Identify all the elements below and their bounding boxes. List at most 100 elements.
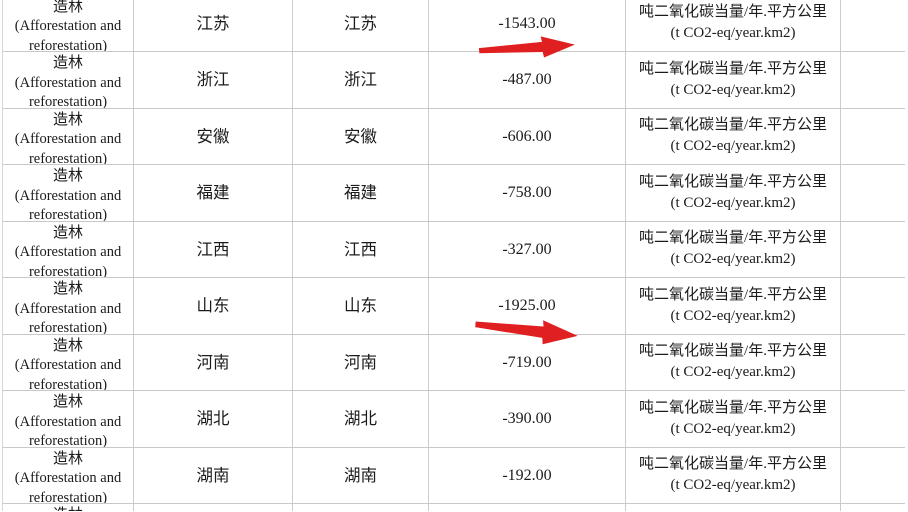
text-line: reforestation) bbox=[28, 207, 108, 221]
unit-cell: 吨二氧化碳当量/年.平方公里 (t CO2-eq/year.km2) bbox=[626, 221, 841, 277]
table-row: 造林 (Afforestation and reforestation) 安徽 安徽 -6… bbox=[3, 108, 905, 165]
province-cell: 河南 bbox=[134, 334, 293, 390]
text-line: reforestation) bbox=[28, 433, 108, 447]
text-line: 湖北 bbox=[196, 409, 230, 428]
unit-cell: 吨二氧化碳当量/年.平方公里(t CO2-eq/year.km2) bbox=[626, 108, 841, 164]
value-cell: -327.00 bbox=[429, 221, 626, 277]
text-line: (Afforestation and bbox=[14, 470, 122, 486]
text-line: reforestation) bbox=[28, 263, 108, 278]
text-line: (Afforestation and bbox=[14, 357, 122, 373]
province-repeat-cell: 浙江 bbox=[293, 52, 429, 108]
province-cell: 福建 bbox=[134, 165, 293, 221]
text-line: (t CO2-eq/year.km2) bbox=[670, 420, 796, 437]
text-line: 造林 bbox=[52, 168, 83, 184]
table-row: 造林 (Afforestation and reforestation) 湖北 湖北 -3… bbox=[3, 391, 905, 448]
text-line: (t CO2-eq/year.km2) bbox=[670, 81, 796, 98]
table-row: 造林 (Afforestation and reforestation) 江西 江西 -3… bbox=[3, 221, 905, 278]
text-line: (t CO2-eq/year.km2) bbox=[670, 477, 796, 494]
table-row: 造林 (Afforestation and reforestation) 河南 河南 -7… bbox=[3, 334, 905, 391]
province-repeat-cell bbox=[293, 504, 429, 511]
province-cell: 山东 bbox=[134, 278, 293, 334]
value-cell: -192.00 bbox=[429, 447, 626, 503]
empty-cell bbox=[841, 335, 905, 391]
text-line: 吨二氧化碳当量/年.平方公里 bbox=[639, 456, 827, 473]
text-line: (t CO2-eq/year.km2) bbox=[670, 307, 796, 324]
text-line: 河南 bbox=[196, 352, 230, 372]
empty-cell bbox=[841, 278, 905, 334]
text-line: 湖北 bbox=[344, 409, 377, 428]
text-line: 造林 bbox=[52, 111, 83, 128]
red-arrow-annotation-2 bbox=[475, 320, 578, 345]
text-line: 吨二氧化碳当量/年.平方公里 bbox=[639, 60, 827, 77]
text-line: 江西 bbox=[344, 239, 377, 259]
text-line: 江西 bbox=[196, 239, 230, 259]
unit-cell: 吨二氧化碳当量/年.平方公里(t CO2-eq/year.km2) bbox=[626, 504, 841, 511]
province-repeat-cell: 河南 bbox=[293, 334, 429, 390]
text-line: 造林 bbox=[53, 506, 83, 511]
text-line: 造林 bbox=[52, 55, 83, 71]
province-cell: 湖南 bbox=[134, 447, 293, 503]
province-repeat-cell: 湖北 bbox=[293, 391, 429, 447]
empty-cell bbox=[841, 391, 905, 447]
table-row: 造林 (Afforestation and reforestation) 湖南 湖南 -1… bbox=[3, 447, 905, 504]
table-row: 造林 (Afforestation and reforestation) 山东 山东 -1… bbox=[3, 278, 905, 335]
text-line: reforestation) bbox=[28, 37, 108, 52]
value-cell bbox=[429, 504, 626, 511]
empty-cell bbox=[841, 448, 905, 504]
activity-cell: 造林 (Afforestation and reforestation) bbox=[3, 165, 134, 221]
province-cell bbox=[134, 504, 293, 511]
text-line: 河南 bbox=[344, 352, 377, 372]
text-line: -390.00 bbox=[502, 410, 552, 427]
province-cell: 江苏 bbox=[134, 0, 293, 51]
empty-cell bbox=[841, 0, 905, 51]
text-line: 吨二氧化碳当量/年.平方公里 bbox=[639, 230, 827, 247]
province-cell: 江西 bbox=[134, 221, 293, 277]
text-line: (Afforestation and bbox=[14, 244, 122, 260]
text-line: 造林 bbox=[52, 450, 83, 467]
empty-cell bbox=[841, 52, 905, 108]
text-line: (Afforestation and bbox=[14, 18, 122, 34]
text-line: -606.00 bbox=[502, 127, 552, 145]
red-arrow-annotation-1 bbox=[478, 36, 575, 58]
text-line: 安徽 bbox=[196, 126, 230, 146]
text-line: -1925.00 bbox=[498, 297, 556, 314]
text-line: (t CO2-eq/year.km2) bbox=[670, 251, 796, 268]
text-line: 浙江 bbox=[196, 70, 230, 89]
text-line: -192.00 bbox=[502, 466, 552, 484]
empty-cell bbox=[841, 504, 905, 511]
unit-cell: 吨二氧化碳当量/年.平方公里(t CO2-eq/year.km2) bbox=[626, 334, 841, 390]
unit-cell: 吨二氧化碳当量/年.平方公里(t CO2-eq/year.km2) bbox=[626, 165, 841, 221]
value-cell: -758.00 bbox=[429, 165, 626, 221]
empty-cell bbox=[841, 109, 905, 165]
province-repeat-cell: 安徽 bbox=[293, 108, 429, 164]
text-line: reforestation) bbox=[28, 489, 108, 504]
text-line: -327.00 bbox=[502, 240, 552, 258]
text-line: 造林 bbox=[52, 337, 83, 354]
province-repeat-cell: 福建 bbox=[293, 165, 429, 221]
text-line: (Afforestation and bbox=[14, 300, 122, 317]
value-cell: -606.00 bbox=[429, 108, 626, 164]
value-cell: -390.00 bbox=[429, 391, 626, 447]
text-line: (Afforestation and bbox=[14, 74, 122, 91]
text-line: 吨二氧化碳当量/年.平方公里 bbox=[639, 286, 827, 303]
text-line: 吨二氧化碳当量/年.平方公里 bbox=[639, 173, 827, 190]
table-row: 造林 (Afforestation and reforestation) 江苏 江苏 -1… bbox=[3, 0, 905, 52]
unit-cell: 吨二氧化碳当量/年.平方公里 (t CO2-eq/year.km2) bbox=[626, 447, 841, 503]
text-line: 湖南 bbox=[344, 465, 377, 485]
province-repeat-cell: 湖南 bbox=[293, 447, 429, 503]
text-line: -487.00 bbox=[502, 71, 552, 88]
text-line: reforestation) bbox=[28, 376, 108, 391]
province-cell: 安徽 bbox=[134, 108, 293, 164]
text-line: (Afforestation and bbox=[14, 187, 122, 204]
text-line: (t CO2-eq/year.km2) bbox=[670, 138, 796, 155]
text-line: 福建 bbox=[344, 183, 377, 202]
text-line: 江苏 bbox=[344, 13, 377, 33]
